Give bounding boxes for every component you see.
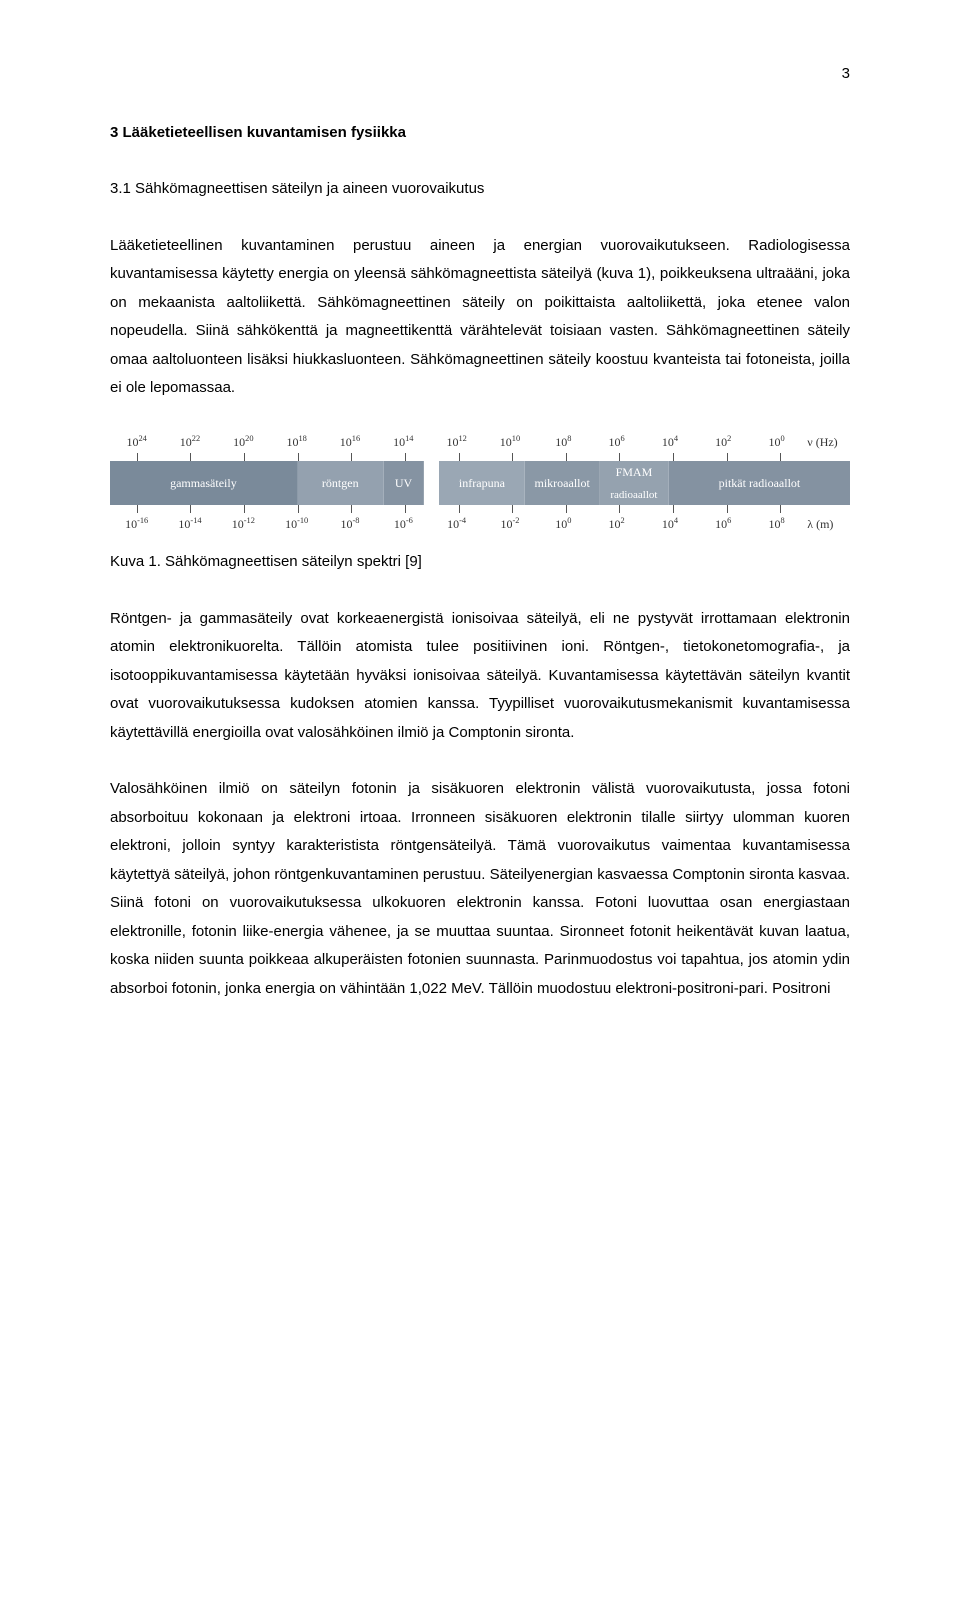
spectrum-bottom-ticks (110, 505, 850, 513)
spectrum-band: gammasäteilyröntgenUVinfrapunamikroaallo… (110, 461, 850, 505)
spectrum-bottom-scale: 10-1610-1410-1210-1010-810-610-410-21001… (110, 513, 850, 536)
paragraph-3: Valosähköinen ilmiö on säteilyn fotonin … (110, 775, 850, 1003)
spectrum-top-ticks (110, 453, 850, 461)
heading-chapter: 3 Lääketieteellisen kuvantamisen fysiikk… (110, 119, 850, 148)
paragraph-2: Röntgen- ja gammasäteily ovat korkeaener… (110, 605, 850, 748)
em-spectrum-diagram: 1024102210201018101610141012101010810610… (110, 431, 850, 537)
paragraph-1: Lääketieteellinen kuvantaminen perustuu … (110, 232, 850, 403)
heading-section: 3.1 Sähkömagneettisen säteilyn ja aineen… (110, 175, 850, 204)
figure-caption: Kuva 1. Sähkömagneettisen säteilyn spekt… (110, 548, 850, 577)
page-number: 3 (110, 60, 850, 89)
spectrum-top-scale: 1024102210201018101610141012101010810610… (110, 431, 850, 454)
